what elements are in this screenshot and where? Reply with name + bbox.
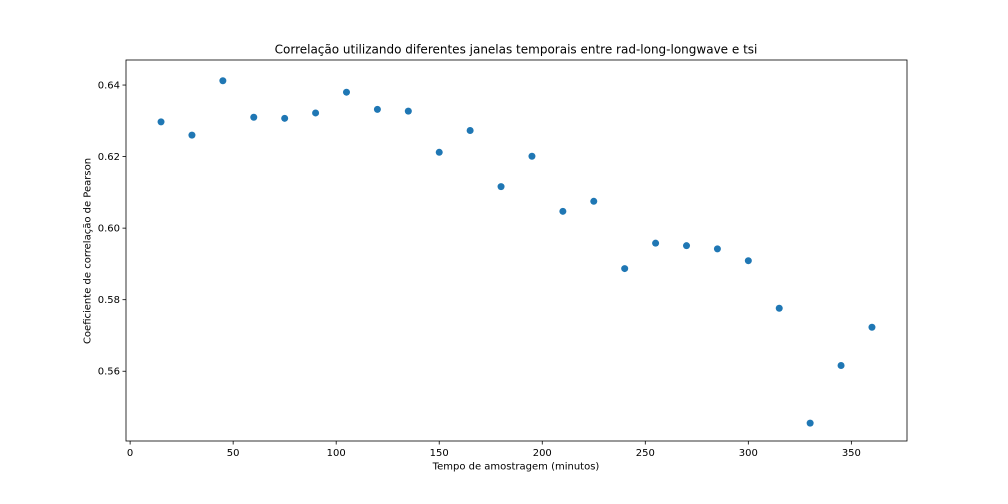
- data-point: [157, 118, 165, 126]
- data-point: [342, 88, 350, 96]
- data-point: [683, 242, 691, 250]
- data-point: [373, 105, 381, 113]
- data-point: [528, 152, 536, 160]
- data-point: [219, 77, 227, 85]
- data-point: [250, 113, 258, 121]
- data-point: [713, 245, 721, 253]
- y-tick-label: 0.64: [98, 81, 120, 92]
- data-point: [188, 131, 196, 139]
- y-tick-label: 0.58: [98, 295, 120, 306]
- data-point: [312, 109, 320, 117]
- x-tick-label: 250: [636, 448, 655, 459]
- plot-frame: [125, 59, 908, 442]
- x-tick-label: 100: [327, 448, 346, 459]
- data-point: [404, 107, 412, 115]
- data-point: [621, 265, 629, 273]
- plot-area: 0 50 100 150 200 250 300 350 0.56 0.58 0.60 0.62 0.6…: [98, 59, 908, 459]
- data-point: [806, 419, 814, 427]
- data-point: [590, 197, 598, 205]
- data-point: [497, 183, 505, 191]
- data-point: [744, 257, 752, 265]
- x-tick-label: 0: [127, 448, 133, 459]
- y-tick-label: 0.56: [98, 367, 120, 378]
- data-point: [466, 126, 474, 134]
- chart-title: Correlação utilizando diferentes janelas…: [275, 43, 758, 57]
- x-tick-label: 200: [533, 448, 552, 459]
- y-axis-label: Coeficiente de correlação de Pearson: [83, 158, 94, 344]
- x-tick-label: 300: [739, 448, 758, 459]
- x-axis-label: Tempo de amostragem (minutos): [432, 462, 600, 473]
- y-tick-label: 0.62: [98, 152, 120, 163]
- data-point: [868, 323, 876, 331]
- data-point: [281, 114, 289, 122]
- data-point: [837, 362, 845, 370]
- y-tick-label: 0.60: [98, 224, 120, 235]
- x-tick-label: 50: [227, 448, 240, 459]
- x-tick-label: 350: [842, 448, 861, 459]
- data-point: [652, 239, 660, 247]
- data-point: [775, 304, 783, 312]
- x-tick-label: 150: [430, 448, 449, 459]
- data-point: [435, 148, 443, 156]
- data-point: [559, 207, 567, 215]
